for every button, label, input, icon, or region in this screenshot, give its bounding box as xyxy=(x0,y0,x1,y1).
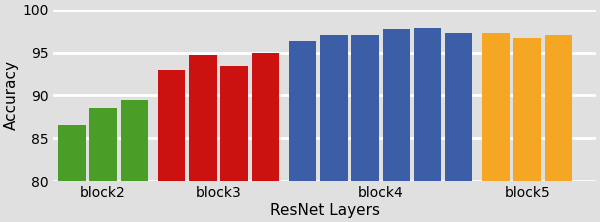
Bar xyxy=(289,41,316,181)
Bar xyxy=(545,35,572,181)
Bar xyxy=(445,33,472,181)
Bar xyxy=(320,35,347,181)
Bar xyxy=(414,28,441,181)
Bar xyxy=(514,38,541,181)
Bar xyxy=(352,35,379,181)
X-axis label: ResNet Layers: ResNet Layers xyxy=(269,203,380,218)
Bar xyxy=(189,55,217,181)
Bar xyxy=(58,125,86,181)
Bar xyxy=(251,54,279,181)
Bar xyxy=(158,70,185,181)
Bar xyxy=(220,66,248,181)
Bar xyxy=(383,29,410,181)
Bar xyxy=(482,33,510,181)
Bar xyxy=(121,100,148,181)
Bar xyxy=(89,108,117,181)
Y-axis label: Accuracy: Accuracy xyxy=(4,60,19,131)
